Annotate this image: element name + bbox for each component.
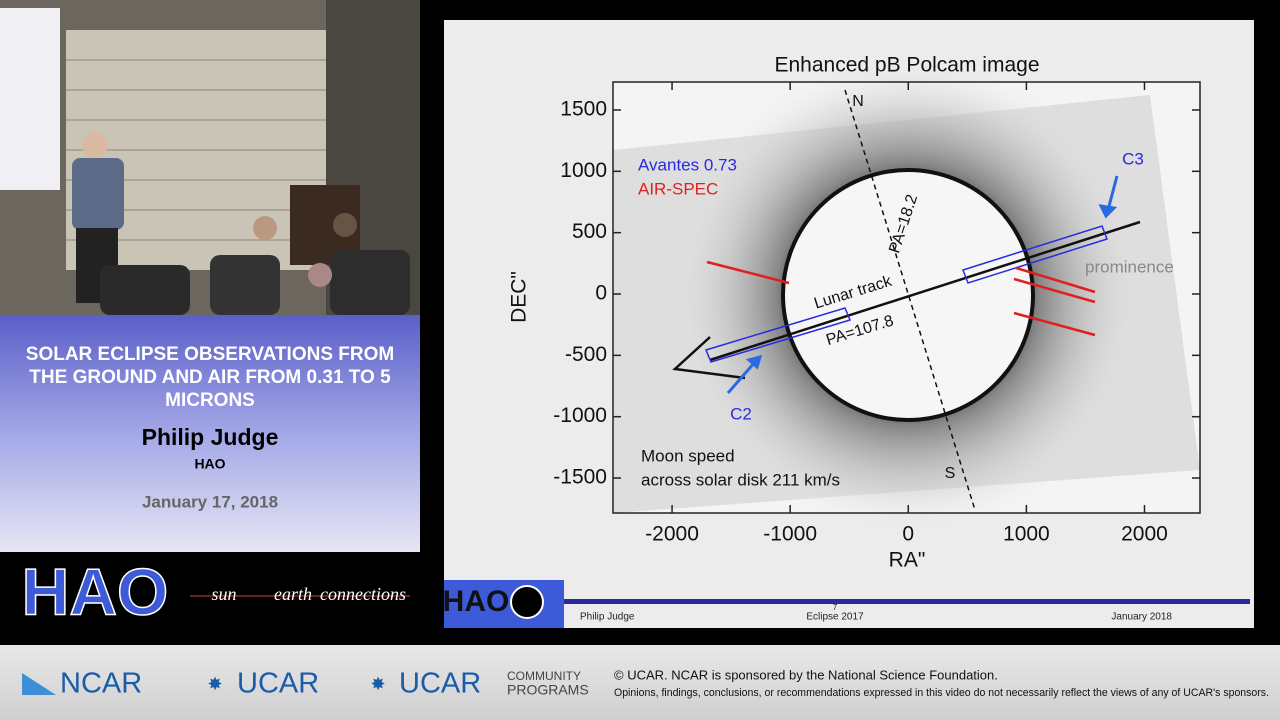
x-tick-label: 2000 <box>1121 523 1168 546</box>
svg-text:✸: ✸ <box>370 674 385 694</box>
y-tick-label: 500 <box>572 220 607 243</box>
plot-frame <box>612 81 1201 514</box>
speaker-video <box>0 0 420 315</box>
ncar-logo: NCAR <box>60 668 142 700</box>
y-tick-label: 0 <box>595 282 607 305</box>
x-tick-label: -2000 <box>645 523 699 546</box>
avantes-box <box>962 225 1108 284</box>
slide-author: Philip Judge <box>580 612 635 623</box>
tagline-word: connections <box>320 584 406 604</box>
tagline-word: earth <box>274 584 312 604</box>
talk-title: THE GROUND AND AIR FROM 0.31 TO 5 <box>29 367 391 388</box>
slide: Enhanced pB Polcam image RA" DEC" Avante… <box>443 20 1254 628</box>
annotation: C2 <box>730 404 752 423</box>
title-panel: SOLAR ECLIPSE OBSERVATIONS FROM THE GROU… <box>0 315 420 552</box>
legend-entry: Avantes 0.73 <box>638 155 737 174</box>
annotation: across solar disk 211 km/s <box>641 470 840 489</box>
annotation: S <box>945 465 956 482</box>
talk-title: SOLAR ECLIPSE OBSERVATIONS FROM <box>26 344 394 365</box>
x-tick-label: -1000 <box>763 523 817 546</box>
slide-page: 7 <box>833 603 838 612</box>
programs-label: PROGRAMS <box>507 682 589 698</box>
axes: -2000 -1000 0 1000 2000 -1500 -1000 -500 0 500 100… <box>553 82 1200 546</box>
ucar-logo: UCAR <box>399 668 481 700</box>
plot-title: Enhanced pB Polcam image <box>775 54 1040 77</box>
y-tick-label: 1000 <box>560 159 607 182</box>
talk-date: January 17, 2018 <box>142 492 278 511</box>
x-tick-label: 1000 <box>1003 523 1050 546</box>
y-tick-label: -1000 <box>553 404 607 427</box>
annotation: N <box>852 93 864 110</box>
slide-logo: HAO <box>443 585 510 618</box>
annotation: prominence <box>1085 257 1174 276</box>
talk-title: MICRONS <box>165 390 255 411</box>
community-label: COMMUNITY <box>507 669 581 683</box>
annotation: Moon speed <box>641 446 735 465</box>
y-tick-label: 1500 <box>560 98 607 121</box>
affiliation: HAO <box>194 456 225 472</box>
legend-entry: AIR-SPEC <box>638 179 718 198</box>
x-axis-label: RA" <box>889 549 926 572</box>
hao-logo: HAO <box>22 554 169 628</box>
y-axis-label: DEC" <box>508 271 531 323</box>
slide-date: January 2018 <box>1111 612 1172 623</box>
x-tick-label: 0 <box>902 523 914 546</box>
svg-text:✸: ✸ <box>207 674 222 694</box>
y-tick-label: -500 <box>565 343 607 366</box>
copyright: © UCAR. NCAR is sponsored by the Nationa… <box>614 667 998 682</box>
annotation: C3 <box>1122 149 1144 168</box>
speaker-name: Philip Judge <box>142 424 279 450</box>
hao-banner: HAO sun earth connections <box>0 552 420 635</box>
avantes-box <box>704 307 852 363</box>
slide-event: Eclipse 2017 <box>806 612 864 623</box>
disclaimer: Opinions, findings, conclusions, or reco… <box>614 687 1269 699</box>
sponsor-footer: NCAR ✸ UCAR ✸ UCAR COMMUNITY PROGRAMS © … <box>0 645 1280 720</box>
y-tick-label: -1500 <box>553 466 607 489</box>
tagline-word: sun <box>211 584 236 604</box>
ucar-logo: UCAR <box>237 668 319 700</box>
